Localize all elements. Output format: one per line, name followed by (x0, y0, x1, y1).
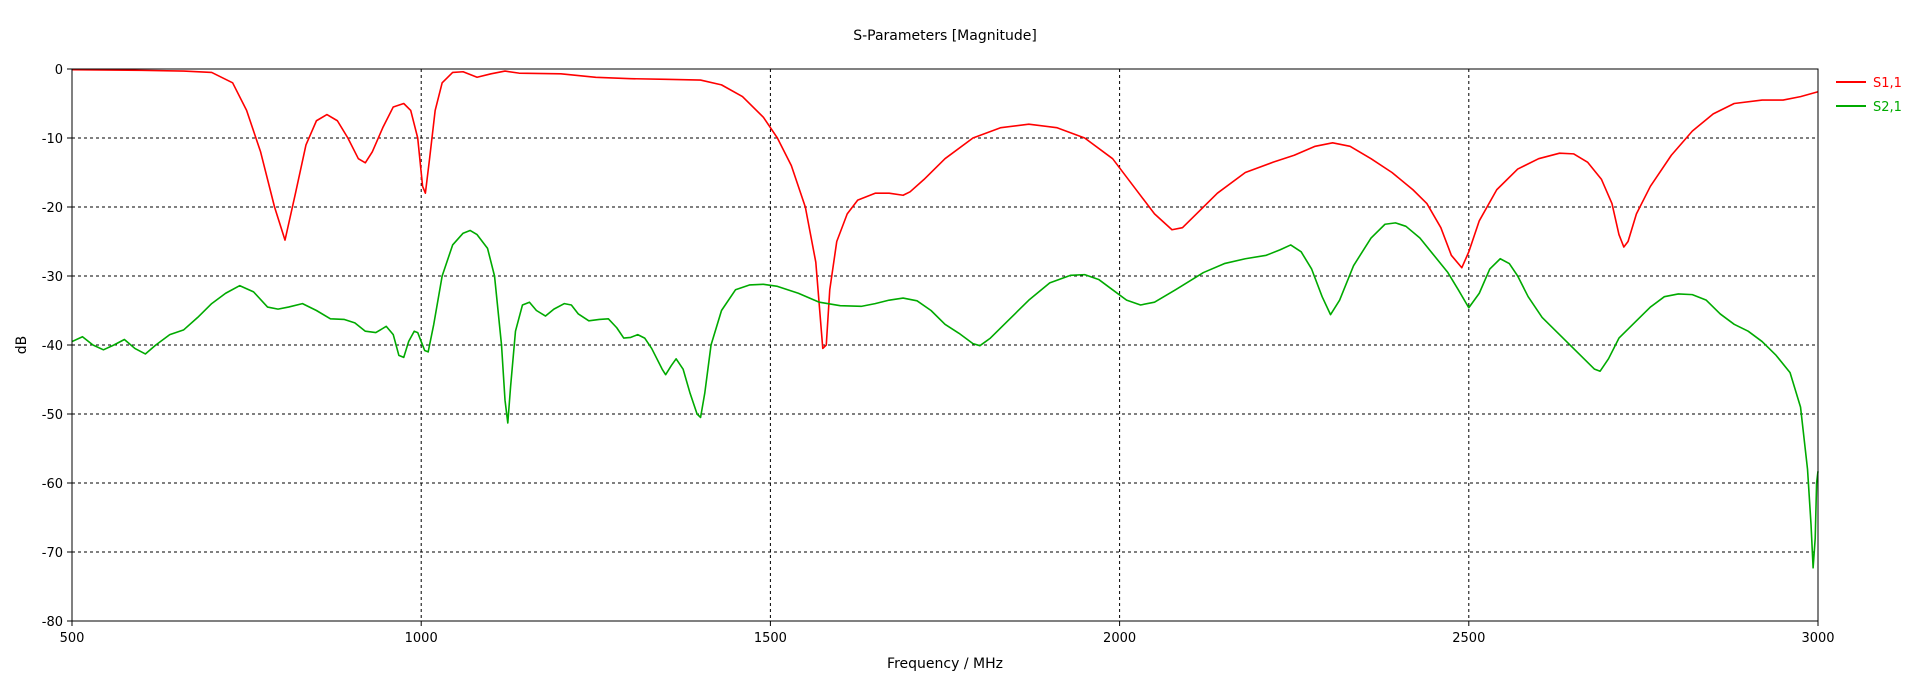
y-tick-label: -20 (42, 201, 63, 216)
series-line-s21 (71, 222, 1819, 569)
y-tick-label: -80 (42, 615, 63, 630)
y-tick-label: 0 (55, 63, 63, 78)
x-tick-label: 2000 (1103, 631, 1136, 646)
y-tick-label: -70 (42, 546, 63, 561)
axis-ticks: 500 1000 1500 2000 2500 3000 0 -10 -20 -30 -40 -50 -… (42, 63, 1835, 646)
y-tick-label: -50 (42, 408, 63, 423)
x-tick-label: 2500 (1452, 631, 1485, 646)
x-tick-label: 3000 (1801, 631, 1834, 646)
y-tick-label: -60 (42, 477, 63, 492)
y-tick-label: -30 (42, 270, 63, 285)
x-axis-title: Frequency / MHz (887, 656, 1003, 672)
series-lines (71, 68, 1819, 569)
legend-label: S2,1 (1873, 100, 1902, 115)
series-line-s11 (71, 68, 1819, 350)
grid (72, 69, 1818, 621)
x-tick-label: 1500 (754, 631, 787, 646)
x-tick-label: 1000 (405, 631, 438, 646)
x-tick-label: 500 (60, 631, 85, 646)
y-tick-label: -10 (42, 132, 63, 147)
chart-title: S-Parameters [Magnitude] (853, 28, 1037, 44)
legend-label: S1,1 (1873, 76, 1902, 91)
legend: S1,1 S2,1 (1836, 76, 1902, 115)
y-tick-label: -40 (42, 339, 63, 354)
y-axis-title: dB (14, 336, 30, 355)
